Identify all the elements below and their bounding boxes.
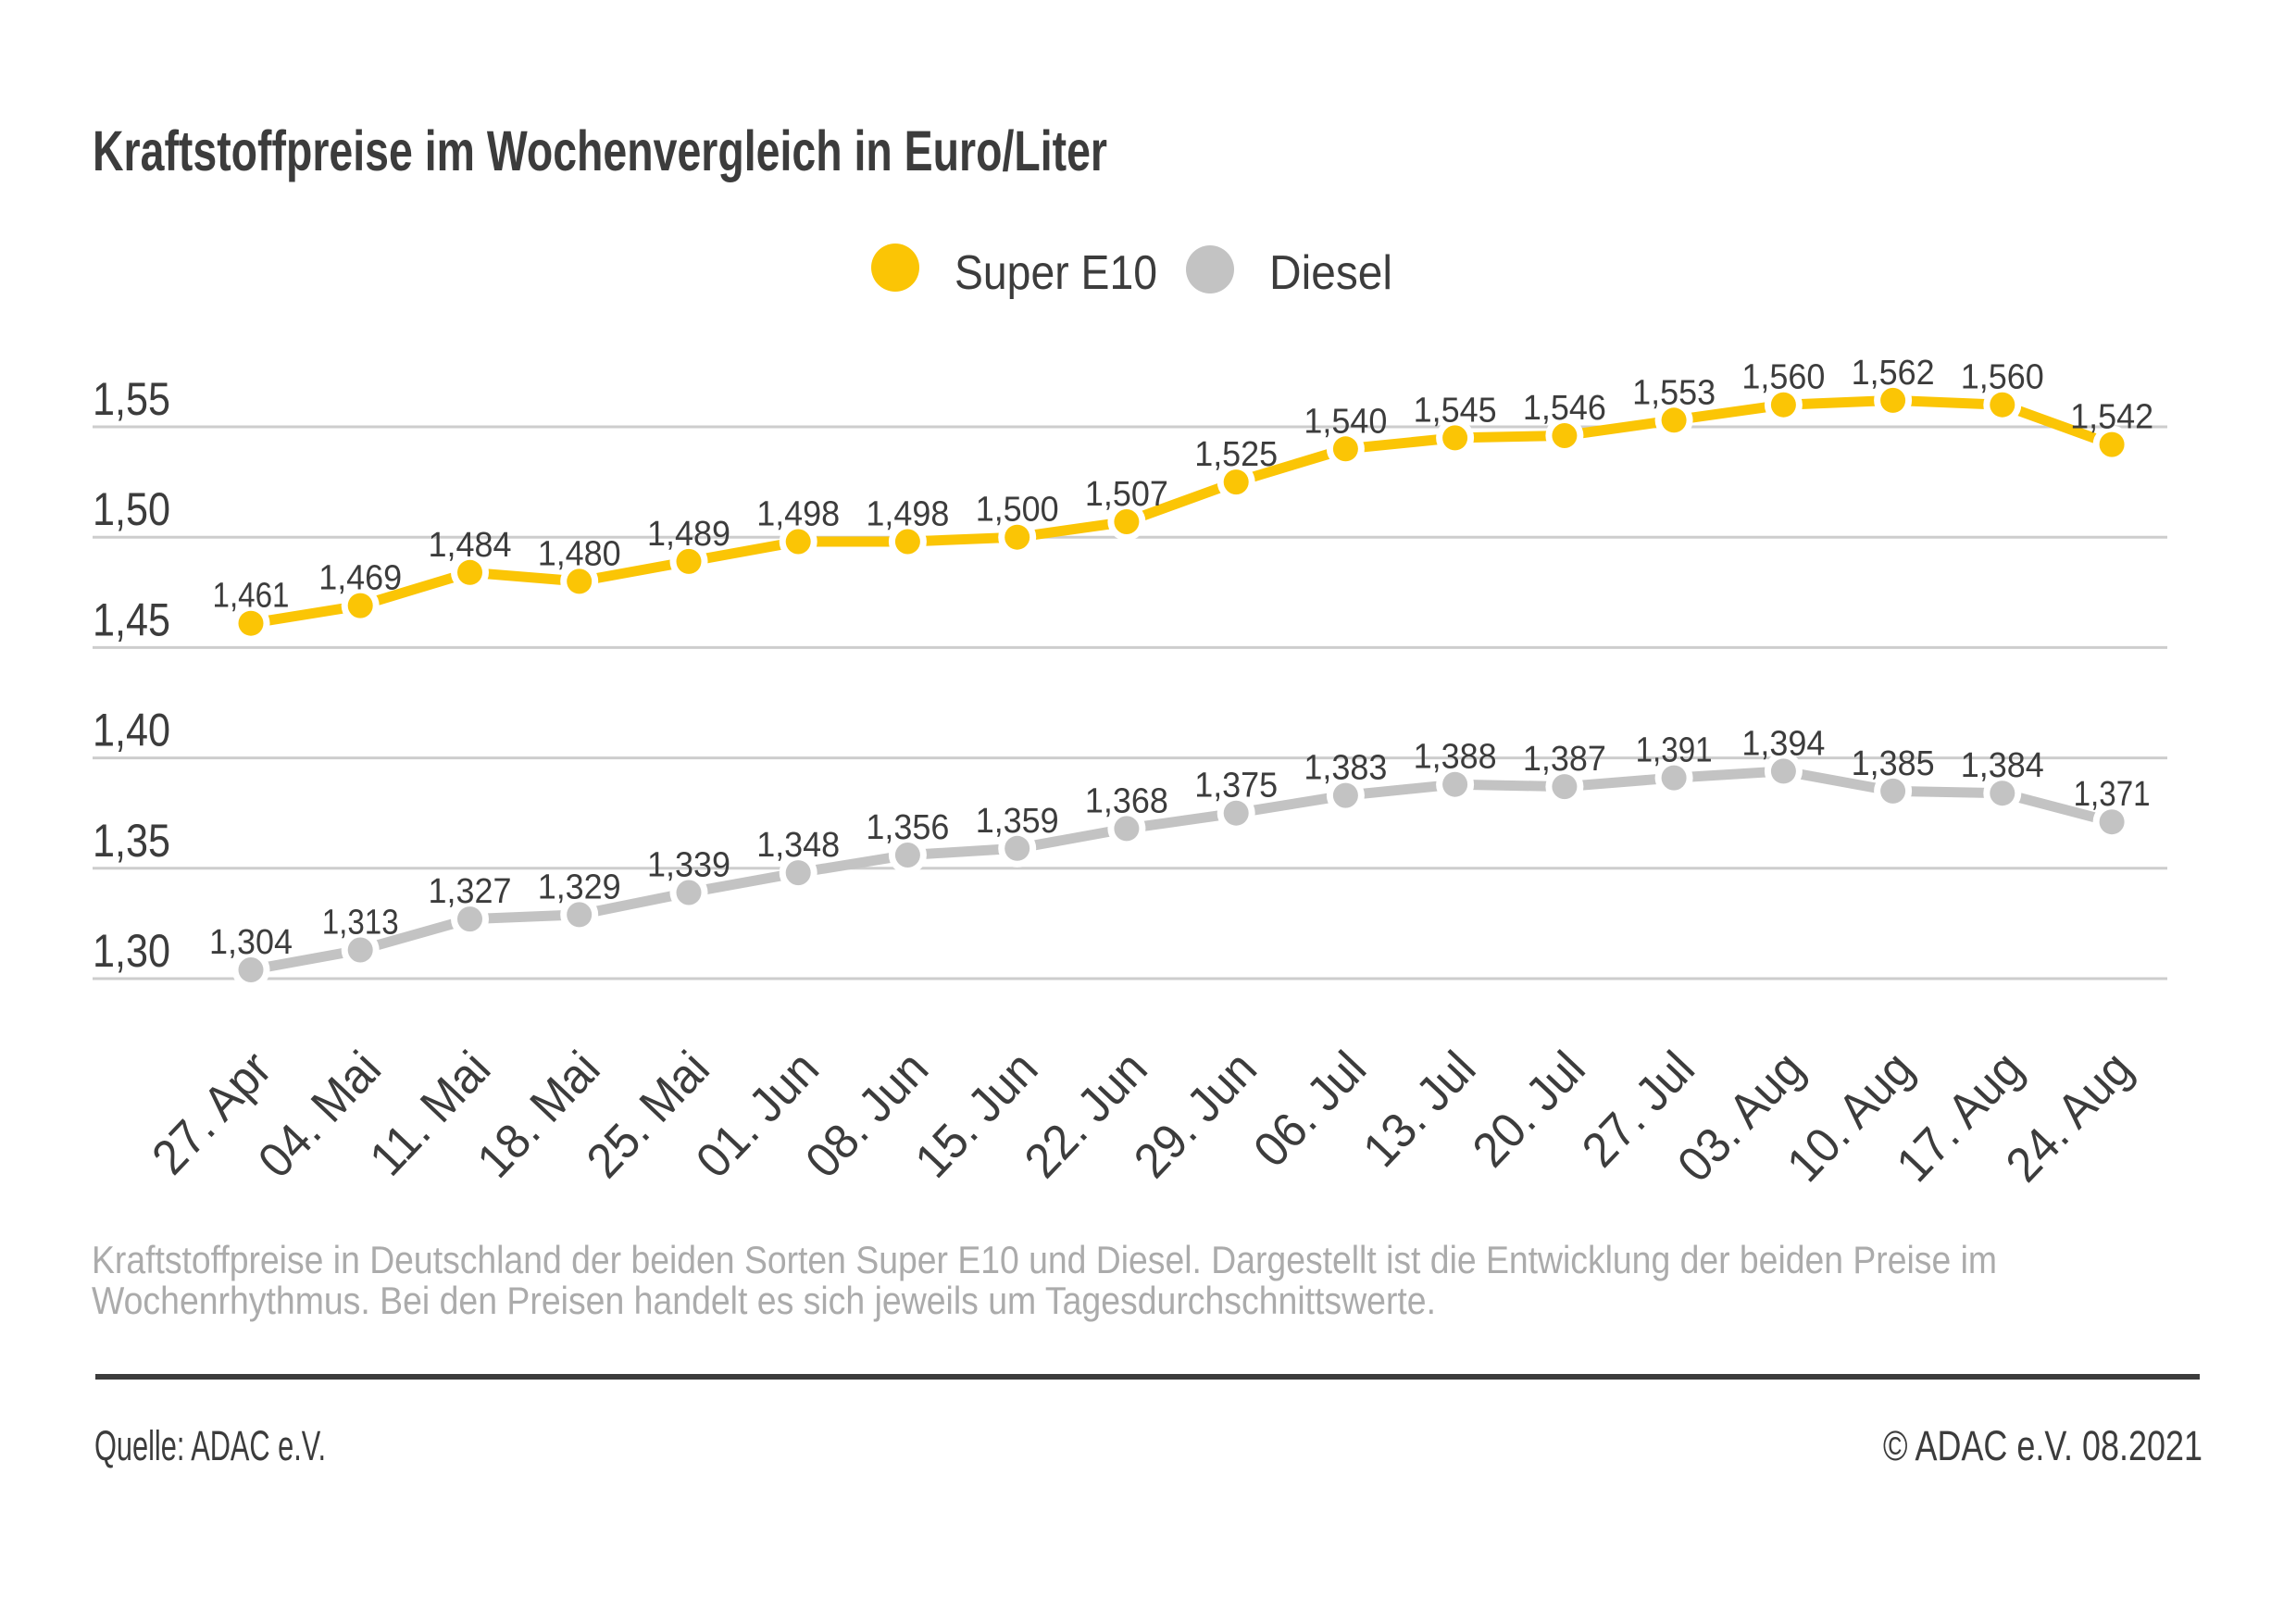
svg-text:1,356: 1,356 xyxy=(866,808,949,847)
svg-text:Super E10: Super E10 xyxy=(955,246,1157,300)
svg-text:1,461: 1,461 xyxy=(213,577,290,616)
svg-text:1,329: 1,329 xyxy=(538,868,621,906)
svg-text:1,560: 1,560 xyxy=(1741,358,1825,397)
svg-text:1,384: 1,384 xyxy=(1961,746,2044,785)
svg-text:1,469: 1,469 xyxy=(318,559,402,598)
svg-text:1,30: 1,30 xyxy=(93,925,170,977)
svg-text:1,348: 1,348 xyxy=(756,826,840,865)
svg-text:1,525: 1,525 xyxy=(1194,435,1278,474)
svg-text:1,500: 1,500 xyxy=(976,491,1059,530)
svg-text:1,394: 1,394 xyxy=(1741,724,1825,763)
svg-text:1,327: 1,327 xyxy=(429,872,512,911)
svg-text:1,55: 1,55 xyxy=(93,373,170,425)
svg-text:1,368: 1,368 xyxy=(1085,781,1168,820)
svg-text:1,553: 1,553 xyxy=(1632,373,1716,412)
svg-text:1,489: 1,489 xyxy=(647,515,730,554)
svg-text:1,388: 1,388 xyxy=(1414,738,1497,777)
svg-text:1,339: 1,339 xyxy=(647,846,730,885)
svg-text:1,560: 1,560 xyxy=(1961,358,2044,397)
svg-text:1,304: 1,304 xyxy=(209,923,293,962)
svg-text:Quelle: ADAC e.V.: Quelle: ADAC e.V. xyxy=(94,1422,326,1469)
svg-text:1,391: 1,391 xyxy=(1636,731,1713,770)
svg-text:1,540: 1,540 xyxy=(1304,402,1387,441)
svg-text:1,387: 1,387 xyxy=(1523,740,1606,779)
svg-text:1,50: 1,50 xyxy=(93,483,170,535)
svg-text:1,45: 1,45 xyxy=(93,593,170,645)
svg-text:Wochenrhythmus. Bei den Preise: Wochenrhythmus. Bei den Preisen handelt … xyxy=(92,1279,1436,1322)
svg-text:1,498: 1,498 xyxy=(866,495,949,534)
svg-text:Kraftstoffpreise in Deutschlan: Kraftstoffpreise in Deutschland der beid… xyxy=(92,1238,1997,1281)
svg-text:1,562: 1,562 xyxy=(1852,354,1935,393)
svg-text:© ADAC e.V. 08.2021: © ADAC e.V. 08.2021 xyxy=(1883,1422,2202,1469)
svg-text:1,484: 1,484 xyxy=(429,526,512,565)
svg-text:Diesel: Diesel xyxy=(1269,246,1392,300)
svg-text:1,313: 1,313 xyxy=(322,904,399,943)
svg-text:Kraftstoffpreise im Wochenverg: Kraftstoffpreise im Wochenvergleich in E… xyxy=(93,119,1107,182)
svg-text:1,546: 1,546 xyxy=(1523,389,1606,428)
svg-text:1,371: 1,371 xyxy=(2074,775,2151,814)
svg-text:1,383: 1,383 xyxy=(1304,749,1387,788)
svg-text:1,40: 1,40 xyxy=(93,705,170,756)
svg-text:1,359: 1,359 xyxy=(976,802,1059,841)
svg-text:1,385: 1,385 xyxy=(1852,744,1935,783)
svg-text:1,480: 1,480 xyxy=(538,534,621,573)
svg-text:1,498: 1,498 xyxy=(756,495,840,534)
svg-text:1,375: 1,375 xyxy=(1194,767,1278,806)
svg-text:1,545: 1,545 xyxy=(1414,391,1497,430)
svg-text:1,507: 1,507 xyxy=(1085,475,1168,514)
svg-text:1,35: 1,35 xyxy=(93,815,170,867)
svg-text:1,542: 1,542 xyxy=(2070,398,2153,437)
